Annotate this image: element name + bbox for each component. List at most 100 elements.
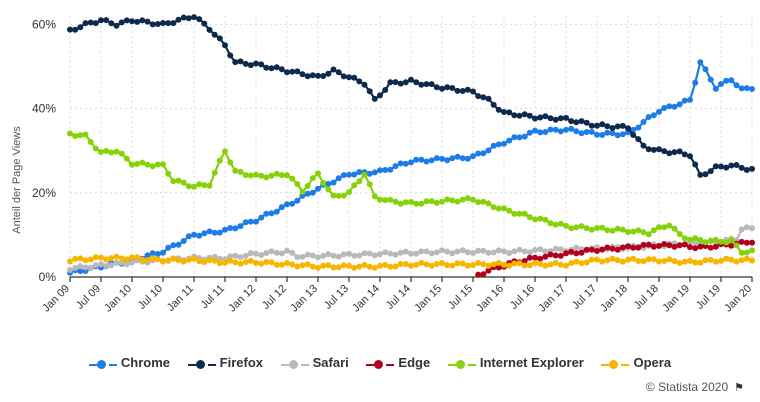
data-point[interactable]: [697, 171, 704, 178]
data-point[interactable]: [299, 71, 306, 78]
data-point[interactable]: [227, 225, 234, 231]
data-point[interactable]: [439, 198, 445, 205]
data-point[interactable]: [413, 200, 420, 207]
data-point[interactable]: [702, 66, 709, 73]
data-point[interactable]: [191, 231, 197, 238]
data-point[interactable]: [87, 256, 94, 263]
data-point[interactable]: [557, 246, 564, 253]
data-point[interactable]: [330, 192, 337, 199]
data-point[interactable]: [113, 22, 120, 29]
data-point[interactable]: [418, 259, 425, 266]
data-point[interactable]: [692, 79, 699, 86]
data-point[interactable]: [92, 254, 99, 261]
data-point[interactable]: [92, 20, 99, 27]
data-point[interactable]: [552, 252, 559, 259]
data-point[interactable]: [687, 244, 693, 251]
data-point[interactable]: [749, 247, 755, 254]
data-point[interactable]: [428, 81, 435, 88]
data-point[interactable]: [82, 257, 89, 264]
data-point[interactable]: [325, 186, 332, 193]
data-point[interactable]: [743, 85, 750, 92]
data-point[interactable]: [98, 149, 104, 155]
data-point[interactable]: [552, 259, 559, 266]
data-point[interactable]: [315, 254, 321, 261]
data-point[interactable]: [387, 250, 394, 257]
data-point[interactable]: [320, 262, 327, 269]
data-point[interactable]: [423, 198, 430, 205]
data-point[interactable]: [609, 227, 616, 234]
data-point[interactable]: [87, 139, 94, 145]
data-point[interactable]: [165, 20, 172, 27]
data-point[interactable]: [263, 210, 270, 217]
data-point[interactable]: [671, 243, 678, 250]
data-point[interactable]: [733, 82, 740, 89]
data-point[interactable]: [222, 148, 228, 155]
data-point[interactable]: [346, 74, 352, 81]
data-point[interactable]: [444, 157, 451, 164]
data-point[interactable]: [563, 222, 569, 229]
data-point[interactable]: [402, 160, 409, 167]
data-point[interactable]: [392, 163, 399, 170]
data-point[interactable]: [351, 182, 358, 189]
data-point[interactable]: [356, 263, 363, 270]
data-point[interactable]: [253, 250, 259, 257]
data-point[interactable]: [433, 155, 440, 162]
data-point[interactable]: [304, 261, 311, 268]
data-point[interactable]: [444, 262, 451, 269]
data-point[interactable]: [180, 238, 187, 244]
data-point[interactable]: [268, 65, 275, 72]
data-point[interactable]: [578, 118, 585, 125]
data-point[interactable]: [123, 17, 130, 24]
data-point[interactable]: [356, 78, 363, 85]
data-point[interactable]: [676, 101, 683, 108]
data-point[interactable]: [454, 248, 461, 255]
data-point[interactable]: [495, 259, 502, 266]
data-point[interactable]: [645, 231, 652, 238]
data-point[interactable]: [609, 245, 616, 252]
data-point[interactable]: [568, 118, 575, 125]
data-point[interactable]: [439, 247, 445, 254]
data-point[interactable]: [640, 258, 647, 265]
data-point[interactable]: [92, 145, 99, 152]
data-point[interactable]: [325, 180, 332, 187]
data-point[interactable]: [681, 258, 688, 265]
data-point[interactable]: [630, 244, 637, 251]
data-point[interactable]: [625, 125, 631, 132]
data-point[interactable]: [170, 242, 177, 249]
data-point[interactable]: [439, 155, 445, 162]
data-point[interactable]: [253, 171, 259, 178]
data-point[interactable]: [175, 177, 182, 184]
data-point[interactable]: [180, 14, 187, 21]
data-point[interactable]: [149, 255, 156, 262]
data-point[interactable]: [129, 161, 135, 168]
data-point[interactable]: [413, 250, 420, 257]
data-point[interactable]: [232, 59, 239, 66]
data-point[interactable]: [609, 255, 616, 262]
data-point[interactable]: [294, 197, 301, 204]
data-point[interactable]: [449, 85, 456, 91]
data-point[interactable]: [87, 264, 94, 271]
data-point[interactable]: [371, 264, 378, 271]
data-point[interactable]: [506, 262, 513, 269]
data-point[interactable]: [676, 242, 683, 249]
data-point[interactable]: [645, 241, 652, 248]
data-point[interactable]: [666, 242, 673, 249]
data-point[interactable]: [118, 150, 125, 157]
data-point[interactable]: [382, 197, 389, 204]
data-point[interactable]: [418, 156, 425, 163]
data-point[interactable]: [299, 188, 306, 195]
data-point[interactable]: [671, 149, 678, 156]
data-point[interactable]: [284, 247, 290, 254]
data-point[interactable]: [309, 263, 316, 270]
data-point[interactable]: [371, 252, 378, 259]
data-point[interactable]: [304, 73, 311, 80]
data-point[interactable]: [118, 259, 125, 266]
data-point[interactable]: [237, 260, 244, 267]
data-point[interactable]: [433, 199, 440, 206]
data-point[interactable]: [356, 169, 363, 175]
data-point[interactable]: [191, 255, 197, 262]
data-point[interactable]: [578, 260, 585, 267]
data-point[interactable]: [263, 174, 270, 181]
data-point[interactable]: [113, 259, 120, 266]
data-point[interactable]: [216, 157, 223, 164]
